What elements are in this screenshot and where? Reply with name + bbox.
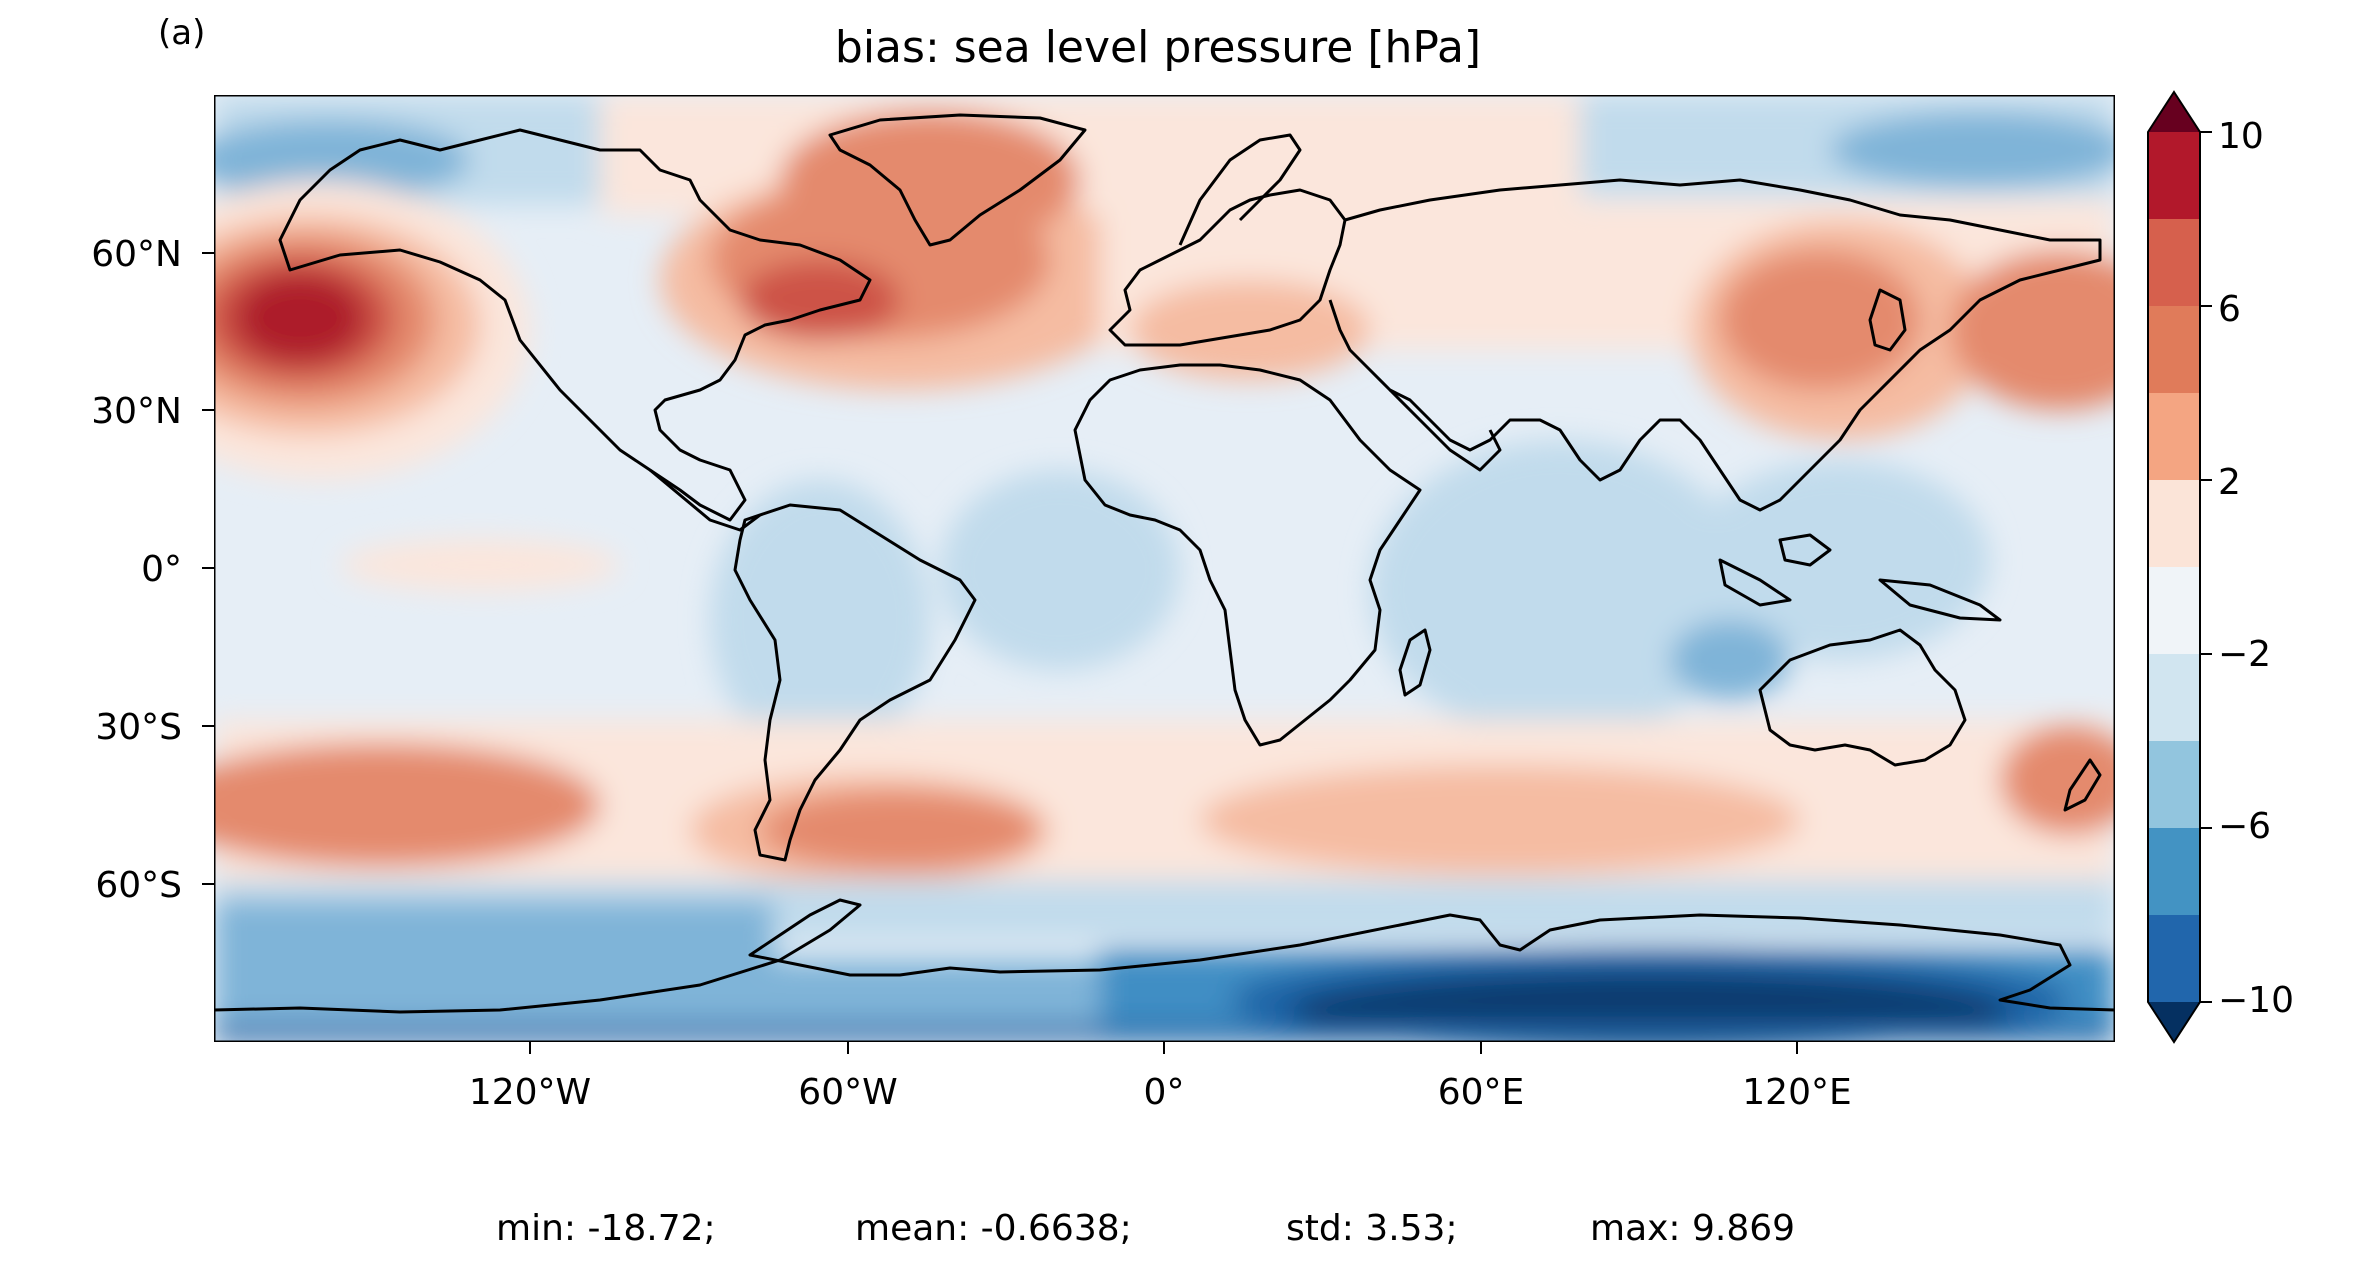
colorbar-bin (2148, 567, 2200, 655)
cbar-label-m10: −10 (2218, 980, 2294, 1021)
lon-label-0: 0° (1144, 1072, 1185, 1113)
colorbar-bin (2148, 306, 2200, 394)
arctic-low-east (1830, 112, 2115, 188)
coast-japan (1868, 288, 1907, 352)
lon-label-120w: 120°W (469, 1072, 591, 1113)
north-atlantic-peak (740, 260, 900, 340)
colorbar-bin (2148, 915, 2200, 1003)
lat-axis (202, 252, 214, 885)
cbar-label-m6: −6 (2218, 806, 2271, 847)
maritime-negative (1690, 460, 1990, 660)
coast-antarctica (214, 898, 2115, 1014)
coast-africa (1073, 363, 1422, 747)
coastlines (214, 113, 2115, 1014)
stats-line: min: -18.72; mean: -0.6638; std: 3.53; m… (496, 1208, 1795, 1249)
north-pacific-peak (235, 273, 365, 363)
lat-labels: 60°N 30°N 0° 30°S 60°S (91, 234, 182, 906)
lat-label-30n: 30°N (91, 391, 182, 432)
europe-positive (1130, 280, 1370, 380)
coast-central-america (649, 468, 761, 532)
stat-mean: mean: -0.6638; (855, 1208, 1132, 1249)
antarctic-peak (1290, 972, 2010, 1042)
map-area (214, 95, 2115, 1042)
lon-axis (529, 1042, 1798, 1054)
south-pacific-high (214, 743, 600, 867)
lat-label-60s: 60°S (95, 865, 182, 906)
coast-north-america (278, 128, 872, 522)
colorbar-bin (2148, 654, 2200, 742)
indian-ocean-negative (1370, 440, 1750, 740)
new-zealand-high (2000, 725, 2115, 835)
coast-asia (1328, 178, 2102, 512)
australia-west-negative (1670, 620, 1790, 700)
south-indian-high (1200, 765, 1800, 875)
lon-label-60w: 60°W (798, 1072, 897, 1113)
coast-indonesia-2 (1778, 533, 1832, 567)
lon-label-60e: 60°E (1438, 1072, 1525, 1113)
coast-new-zealand (2063, 758, 2102, 812)
colorbar-extend-max (2148, 92, 2200, 132)
map-title: bias: sea level pressure [hPa] (835, 22, 1481, 73)
coast-madagascar (1398, 628, 1432, 697)
colorbar-labels: 10 6 2 −2 −6 −10 (2218, 116, 2294, 1021)
coast-scandinavia (1178, 133, 1302, 246)
coast-new-guinea (1878, 578, 2002, 622)
lon-label-120e: 120°E (1742, 1072, 1851, 1113)
eastern-pacific-positive (340, 539, 620, 591)
dateline-positive (1950, 250, 2115, 410)
lon-labels: 120°W 60°W 0° 60°E 120°E (469, 1072, 1852, 1113)
pressure-bias-field (214, 95, 2115, 1042)
cbar-label-10: 10 (2218, 116, 2264, 157)
colorbar-bin (2148, 828, 2200, 916)
south-america-negative (710, 480, 930, 760)
southern-ocean-low-west (214, 900, 774, 960)
south-atlantic-core (760, 790, 1040, 870)
colorbar-bin (2148, 480, 2200, 568)
coast-indonesia-1 (1718, 558, 1792, 607)
lat-label-30s: 30°S (95, 707, 182, 748)
stat-max: max: 9.869 (1590, 1208, 1795, 1249)
stat-min: min: -18.72; (496, 1208, 716, 1249)
lat-label-0: 0° (141, 549, 182, 590)
coast-australia (1758, 628, 1967, 767)
coast-south-america (733, 503, 977, 862)
stat-std: std: 3.53; (1286, 1208, 1458, 1249)
cbar-label-2: 2 (2218, 462, 2241, 503)
coast-arabia (1388, 388, 1502, 472)
greenland-high (780, 110, 1080, 250)
lat-label-60n: 60°N (91, 234, 182, 275)
antarctic-bottom (214, 1025, 2115, 1042)
coast-europe (1108, 188, 1347, 347)
panel-label: (a) (158, 13, 205, 53)
japan-positive (1720, 250, 1920, 390)
atlantic-negative (940, 470, 1180, 670)
cbar-label-6: 6 (2218, 289, 2241, 330)
colorbar-extend-min (2148, 1002, 2200, 1042)
coast-greenland (828, 113, 1087, 247)
colorbar (2147, 90, 2212, 1044)
colorbar-bin (2148, 741, 2200, 829)
colorbar-bin (2148, 132, 2200, 220)
colorbar-bin (2148, 219, 2200, 307)
colorbar-bin (2148, 393, 2200, 481)
cbar-label-m2: −2 (2218, 634, 2271, 675)
